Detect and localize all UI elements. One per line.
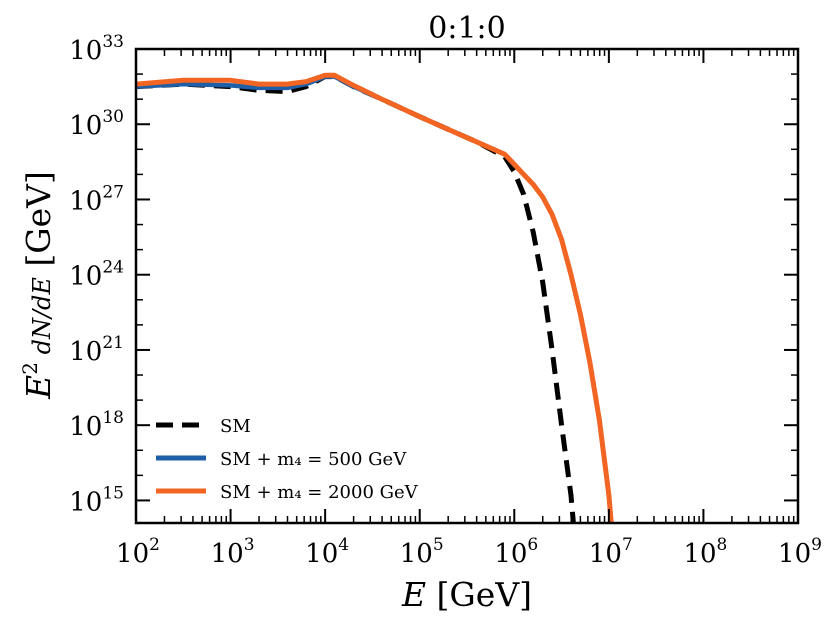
x-tick-label: 107 bbox=[589, 535, 633, 569]
series-line-2 bbox=[136, 72, 614, 523]
y-axis-label: E2 dN/dE [GeV] bbox=[18, 171, 58, 400]
x-tick-label: 103 bbox=[211, 535, 255, 569]
x-tick-labels: 102 103 104 105 106 107 108 109 bbox=[116, 535, 822, 569]
y-tick-label: 1024 bbox=[69, 258, 124, 292]
x-tick-label: 106 bbox=[494, 535, 538, 569]
y-tick-label: 1033 bbox=[69, 32, 124, 66]
y-tick-labels: 1015 1018 1021 1024 1027 1030 1033 bbox=[69, 32, 124, 517]
y-tick-label: 1027 bbox=[69, 182, 124, 216]
y-axis-label-text: E2 dN/dE [GeV] bbox=[18, 171, 58, 400]
chart-title: 0:1:0 bbox=[428, 11, 505, 46]
series-line-0 bbox=[136, 74, 576, 523]
legend-label-0: SM bbox=[220, 416, 251, 437]
x-tick-label: 104 bbox=[305, 535, 349, 569]
x-tick-label: 102 bbox=[116, 535, 160, 569]
legend: SM SM + m₄ = 500 GeV SM + m₄ = 2000 GeV bbox=[156, 416, 419, 503]
y-tick-label: 1015 bbox=[69, 483, 124, 517]
y-tick-label: 1030 bbox=[69, 107, 124, 141]
x-axis-label: E [GeV] bbox=[401, 575, 532, 614]
legend-label-2: SM + m₄ = 2000 GeV bbox=[220, 482, 419, 503]
x-tick-label: 105 bbox=[400, 535, 444, 569]
x-axis-label-text: E [GeV] bbox=[401, 575, 532, 614]
y-tick-label: 1018 bbox=[69, 408, 124, 442]
series-layer bbox=[136, 72, 614, 523]
y-tick-label: 1021 bbox=[69, 333, 124, 367]
series-line-1 bbox=[136, 74, 614, 523]
x-tick-label: 108 bbox=[683, 535, 727, 569]
x-tick-label: 109 bbox=[778, 535, 822, 569]
plot-frame bbox=[134, 47, 800, 525]
legend-label-1: SM + m₄ = 500 GeV bbox=[220, 449, 407, 470]
